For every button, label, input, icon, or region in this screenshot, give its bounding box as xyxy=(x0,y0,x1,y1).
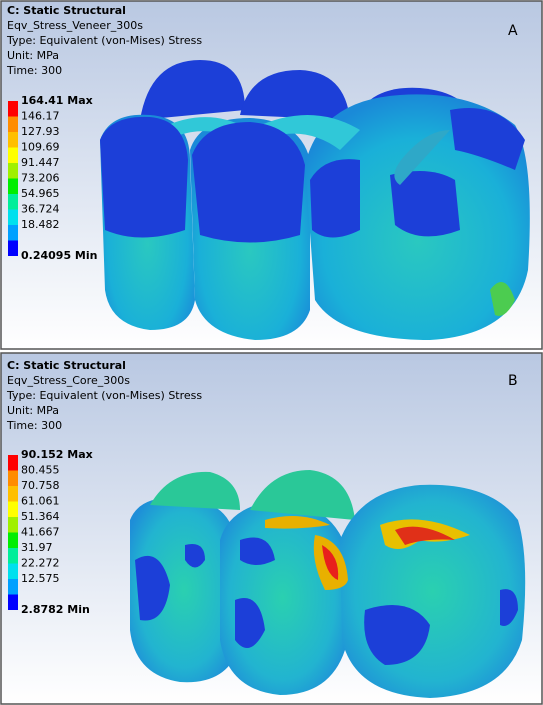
stress-region xyxy=(240,537,275,565)
stress-region xyxy=(500,589,518,626)
tooth-shape xyxy=(140,60,245,120)
legend-label: 22.272 xyxy=(21,557,60,570)
stress-region xyxy=(135,555,170,621)
legend-label: 73.206 xyxy=(21,172,60,185)
header-line: Time: 300 xyxy=(6,64,62,77)
color-bar xyxy=(8,455,18,610)
legend-label: 90.152 Max xyxy=(21,448,93,461)
stress-region xyxy=(185,544,205,568)
legend-label: 61.061 xyxy=(21,495,60,508)
stress-region xyxy=(364,605,430,665)
panel-label: B xyxy=(508,373,518,389)
stress-region xyxy=(390,171,460,237)
color-bar xyxy=(8,101,18,256)
legend-label: 80.455 xyxy=(21,464,60,477)
stress-region xyxy=(490,282,515,316)
panel-a: C: Static Structural A Eqv_Stress_Veneer… xyxy=(0,0,543,350)
header-line: Type: Equivalent (von-Mises) Stress xyxy=(6,34,202,47)
stress-region xyxy=(394,130,450,185)
legend-label: 12.575 xyxy=(21,572,60,585)
tooth-shape xyxy=(250,470,355,520)
stress-region xyxy=(192,122,305,243)
header-line: Unit: MPa xyxy=(7,49,59,62)
tooth-shape xyxy=(220,500,345,695)
legend-label: 109.69 xyxy=(21,141,60,154)
header-line: Time: 300 xyxy=(6,419,62,432)
tooth-shape xyxy=(150,471,240,510)
tooth-shape xyxy=(240,70,350,120)
header-line: Type: Equivalent (von-Mises) Stress xyxy=(6,389,202,402)
stress-region xyxy=(100,116,188,238)
header-title: C: Static Structural xyxy=(7,4,126,17)
header-line: Unit: MPa xyxy=(7,404,59,417)
legend-label: 54.965 xyxy=(21,187,60,200)
legend-label: 127.93 xyxy=(21,125,60,138)
legend-label: 2.8782 Min xyxy=(21,603,90,616)
header-line: Eqv_Stress_Veneer_300s xyxy=(7,19,143,32)
panel-b: C: Static Structural B Eqv_Stress_Core_3… xyxy=(0,352,543,705)
tooth-shape xyxy=(340,484,526,698)
stress-region xyxy=(265,516,330,529)
legend-label: 70.758 xyxy=(21,479,60,492)
legend-label: 18.482 xyxy=(21,218,60,231)
header-line: Eqv_Stress_Core_300s xyxy=(7,374,130,387)
legend-label: 146.17 xyxy=(21,110,60,123)
legend-label: 41.667 xyxy=(21,526,60,539)
legend-label: 31.97 xyxy=(21,541,53,554)
tooth-shape xyxy=(130,497,238,683)
stress-region xyxy=(322,545,339,580)
legend-label: 164.41 Max xyxy=(21,94,93,107)
stress-region xyxy=(235,598,265,648)
header-title: C: Static Structural xyxy=(7,359,126,372)
legend-label: 0.24095 Min xyxy=(21,249,97,262)
stress-region xyxy=(450,108,525,170)
stress-region xyxy=(310,159,360,238)
stress-region xyxy=(395,526,455,545)
legend-label: 36.724 xyxy=(21,203,60,216)
legend-label: 51.364 xyxy=(21,510,60,523)
panel-label: A xyxy=(508,23,518,39)
legend-label: 91.447 xyxy=(21,156,60,169)
